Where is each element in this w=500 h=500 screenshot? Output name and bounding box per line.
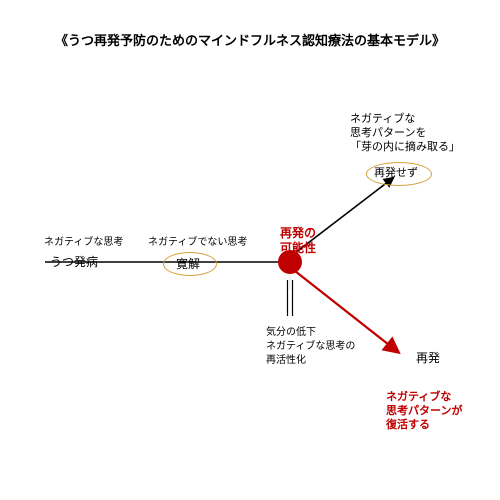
label-non-neg: ネガティブでない思考 bbox=[148, 236, 247, 250]
label-down-3: 復活する bbox=[386, 418, 430, 433]
label-neg-left: ネガティブな思考 bbox=[44, 236, 123, 250]
label-possibility-1: 再発の bbox=[280, 225, 316, 241]
label-onset: うつ発病 bbox=[50, 254, 98, 270]
label-trigger-2: ネガティブな思考の bbox=[266, 340, 355, 354]
label-up-2: 思考パターンを bbox=[350, 126, 426, 141]
label-trigger-3: 再活性化 bbox=[266, 354, 306, 368]
label-no-relapse: 再発せず bbox=[374, 166, 418, 181]
label-up-1: ネガティブな bbox=[350, 112, 415, 127]
label-kanka: 寛解 bbox=[176, 256, 200, 272]
label-down-2: 思考パターンが bbox=[386, 404, 462, 419]
label-relapse: 再発 bbox=[416, 350, 440, 366]
label-up-3: 「芽の内に摘み取る」 bbox=[350, 140, 460, 155]
diagram-title: 《うつ再発予防のためのマインドフルネス認知療法の基本モデル》 bbox=[55, 30, 445, 49]
label-trigger-1: 気分の低下 bbox=[266, 326, 316, 340]
label-down-1: ネガティブな bbox=[386, 390, 451, 405]
label-possibility-2: 可能性 bbox=[280, 240, 316, 256]
